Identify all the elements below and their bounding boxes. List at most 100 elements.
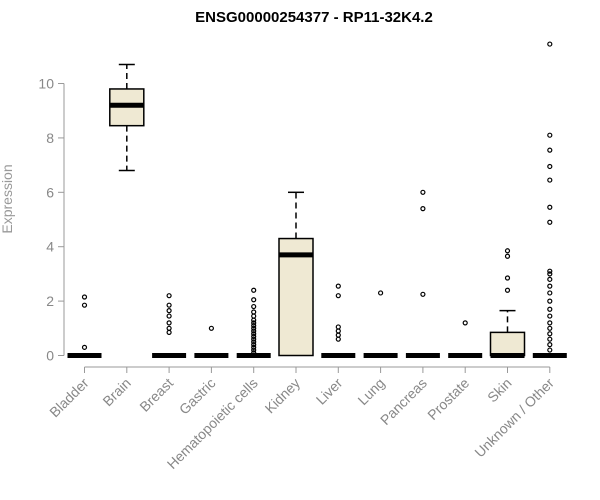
outlier-point [547, 298, 553, 304]
outlier-point [81, 294, 88, 300]
outlier-point [462, 320, 468, 326]
outlier-point [547, 132, 553, 138]
outlier-point [251, 303, 257, 310]
outlier-point [251, 313, 257, 319]
y-tick-label: 10 [38, 76, 54, 92]
x-tick-label: Brain [99, 375, 133, 409]
outlier-point [166, 329, 172, 335]
outlier-point [251, 325, 257, 331]
box-unknown-other [532, 41, 567, 358]
outlier-point [166, 308, 172, 314]
outlier-point [547, 306, 553, 312]
outlier-point [504, 287, 511, 293]
outlier-point [504, 248, 511, 254]
box-breast [152, 293, 187, 358]
x-tick-label: Breast [136, 375, 176, 415]
outlier-point [251, 333, 257, 340]
outlier-point [166, 313, 172, 319]
x-tick-label: Unknown / Other [471, 375, 557, 461]
outlier-point [547, 342, 553, 348]
chart-title: ENSG00000254377 - RP11-32K4.2 [195, 9, 433, 26]
outlier-point [335, 293, 341, 299]
outlier-point [166, 320, 172, 326]
outlier-point [166, 293, 172, 299]
outlier-point [251, 350, 257, 356]
outlier-point [420, 189, 426, 195]
box-liver [321, 283, 356, 358]
outlier-point [251, 309, 257, 315]
outlier-point [251, 344, 257, 350]
box-body [278, 237, 314, 357]
outlier-point [251, 339, 257, 345]
box-brain [109, 63, 145, 172]
outlier-point [547, 331, 553, 337]
y-axis-label: Expression [0, 164, 15, 233]
x-tick-label: Lung [354, 375, 387, 408]
outlier-point [547, 336, 553, 342]
y-axis: 0 2 4 6 8 10 [38, 76, 65, 364]
outlier-point [335, 332, 341, 338]
outlier-point [547, 219, 553, 225]
y-tick-label: 8 [46, 130, 54, 146]
outlier-point [251, 320, 257, 326]
x-tick-label: Kidney [262, 375, 304, 417]
outlier-point [547, 268, 553, 274]
outlier-point [251, 322, 257, 329]
y-tick-label: 6 [46, 184, 54, 200]
outlier-point [504, 253, 511, 259]
outlier-point [251, 287, 257, 293]
outlier-point [335, 283, 341, 289]
outlier-point [547, 177, 553, 183]
outlier-point [420, 206, 426, 212]
outlier-point [547, 271, 553, 277]
outlier-point [378, 290, 384, 296]
outlier-point [504, 275, 511, 281]
box-lung [363, 290, 398, 358]
outlier-point [335, 324, 341, 330]
outlier-point [547, 147, 553, 153]
outlier-point [251, 317, 257, 323]
outlier-point [547, 347, 553, 353]
outlier-point [547, 325, 553, 331]
outlier-point [335, 336, 341, 342]
outlier-point [251, 297, 257, 303]
outlier-point [547, 313, 553, 319]
y-tick-label: 2 [46, 293, 54, 309]
outlier-point [547, 163, 553, 170]
box-series [67, 41, 567, 358]
outlier-point [335, 328, 341, 334]
outlier-point [251, 347, 257, 353]
outlier-point [251, 331, 257, 337]
outlier-point [166, 325, 172, 331]
outlier-point [251, 342, 257, 348]
outlier-point [81, 302, 88, 308]
outlier-point [547, 283, 553, 289]
outlier-point [208, 325, 214, 331]
box-pancreas [405, 189, 440, 358]
box-prostate [448, 320, 483, 358]
x-tick-label: Prostate [424, 375, 472, 423]
x-tick-label: Bladder [46, 375, 92, 421]
box-body [489, 331, 526, 357]
outlier-point [547, 204, 553, 210]
box-bladder [67, 294, 102, 358]
box-gastric [194, 325, 229, 358]
box-hematopoietic-cells [236, 287, 271, 358]
outlier-point [166, 302, 172, 308]
box-skin [489, 248, 526, 358]
y-tick-label: 0 [46, 348, 54, 364]
x-tick-label: Pancreas [377, 375, 430, 428]
outlier-point [420, 291, 426, 297]
box-kidney [278, 191, 314, 357]
y-tick-label: 4 [46, 239, 54, 255]
x-tick-label: Skin [484, 375, 515, 406]
outlier-point [547, 276, 553, 282]
outlier-point [251, 328, 257, 334]
x-tick-label: Liver [313, 375, 346, 408]
outlier-point [547, 41, 553, 47]
outlier-point [547, 320, 553, 326]
outlier-point [251, 336, 257, 342]
outlier-point [547, 290, 553, 296]
